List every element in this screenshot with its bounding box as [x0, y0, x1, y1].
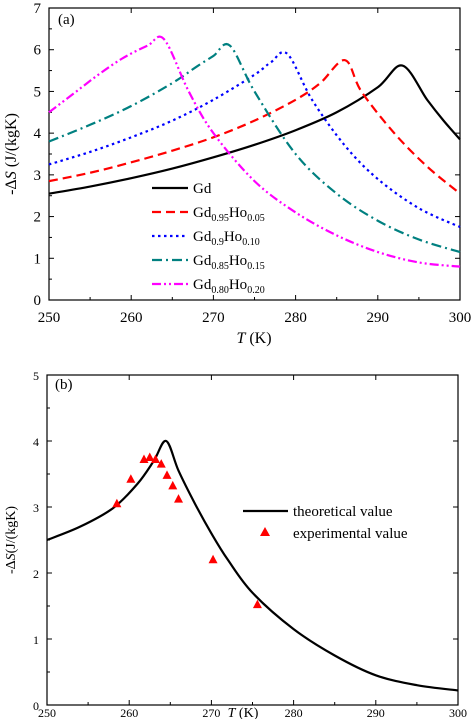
- series-line-3: [48, 43, 461, 254]
- legend-entry-2: Gd0.9Ho0.10: [193, 229, 260, 248]
- y-tick-label: 3: [33, 501, 39, 515]
- y-tick-label: 4: [33, 435, 39, 449]
- y-tick-label: 2: [34, 210, 42, 226]
- y-tick-label: 7: [34, 1, 42, 17]
- x-tick-label: 260: [120, 706, 138, 719]
- legend-entry-4: Gd0.80Ho0.20: [193, 277, 265, 296]
- panel-label-b: (b): [55, 377, 73, 393]
- ticks-a: 250 260 270 280 290 300 0 1 2 3 4 5 6 7: [34, 1, 472, 326]
- data-point: [208, 554, 218, 564]
- y-tick-label: 1: [34, 251, 42, 267]
- data-point: [252, 599, 262, 609]
- data-point: [162, 470, 172, 479]
- ticks-b: 250 260 270 280 290 300 0 1 2 3 4 5: [33, 369, 467, 719]
- y-tick-label: 1: [33, 633, 39, 647]
- x-tick-label: 280: [285, 706, 303, 719]
- y-axis-title-a: -ΔS (J/(kgK): [3, 113, 20, 195]
- y-tick-label: 3: [34, 168, 42, 184]
- y-tick-label: 5: [33, 369, 39, 383]
- data-point: [126, 474, 136, 483]
- y-axis-title-b: -ΔS(J/(kgK): [4, 506, 19, 574]
- x-tick-label: 270: [202, 706, 220, 719]
- x-tick-label: 280: [284, 310, 307, 326]
- legend-entry-0: Gd: [193, 181, 212, 197]
- lines-a: [48, 35, 461, 268]
- series-line-2: [48, 50, 461, 229]
- data-point: [168, 480, 178, 490]
- data-point: [112, 498, 122, 508]
- y-tick-label: 2: [33, 567, 39, 581]
- legend-entry-3: Gd0.85Ho0.15: [193, 253, 265, 272]
- x-tick-label: 270: [202, 310, 225, 326]
- series-line-1: [48, 59, 461, 195]
- data-point: [145, 452, 155, 461]
- y-tick-label: 6: [34, 43, 42, 59]
- legend-entry-experimental: experimental value: [293, 526, 408, 542]
- y-tick-label: 0: [33, 699, 39, 713]
- panel-label-a: (a): [58, 12, 75, 28]
- data-point: [174, 494, 184, 503]
- series-line-0: [46, 439, 459, 692]
- legend-entry-1: Gd0.95Ho0.05: [193, 205, 265, 224]
- x-axis-title-a: T (K): [236, 330, 271, 347]
- x-tick-label: 250: [38, 310, 61, 326]
- series-line-4: [48, 35, 461, 268]
- legend-b: theoretical value experimental value: [243, 504, 408, 542]
- legend-marker-experimental: [260, 527, 270, 536]
- x-tick-label: 290: [367, 310, 390, 326]
- y-tick-label: 5: [34, 84, 42, 100]
- series-line-0: [48, 64, 461, 195]
- legend-entry-theory: theoretical value: [293, 504, 393, 520]
- y-tick-label: 0: [34, 293, 42, 309]
- data-point: [151, 454, 161, 463]
- x-tick-label: 300: [449, 310, 472, 326]
- panel-a: (a) 250 260 270 280 290 300 0 1 2 3 4 5 6 7 Gd Gd0.95H…: [3, 1, 471, 347]
- x-tick-label: 290: [367, 706, 385, 719]
- lines-b: [46, 439, 459, 692]
- data-point: [156, 459, 166, 468]
- plot-frame-a: [48, 7, 461, 301]
- x-axis-title-b: T (K): [228, 706, 259, 719]
- panel-b: (b) 250 260 270 280 290 300 0 1 2 3 4 5 theoretical…: [4, 369, 467, 719]
- x-tick-label: 260: [120, 310, 143, 326]
- x-tick-label: 250: [38, 706, 56, 719]
- legend-a: Gd Gd0.95Ho0.05 Gd0.9Ho0.10 Gd0.85Ho0.15 Gd0…: [152, 181, 265, 296]
- x-tick-label: 300: [449, 706, 467, 719]
- y-tick-label: 4: [34, 126, 42, 142]
